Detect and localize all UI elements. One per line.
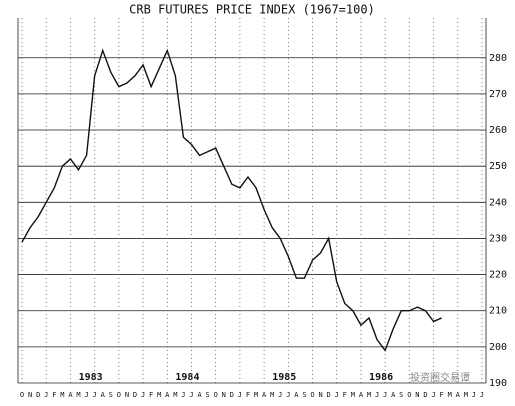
x-tick-label: N xyxy=(222,391,226,399)
x-tick-label: J xyxy=(181,391,185,399)
year-label: 1986 xyxy=(369,372,393,383)
x-tick-label: N xyxy=(125,391,129,399)
x-tick-label: J xyxy=(84,391,88,399)
year-label: 1985 xyxy=(272,372,296,383)
x-tick-label: J xyxy=(141,391,145,399)
y-tick-label: 270 xyxy=(489,89,507,100)
x-tick-label: M xyxy=(76,391,80,399)
x-tick-label: O xyxy=(310,391,314,399)
y-tick-label: 210 xyxy=(489,306,507,317)
x-tick-label: J xyxy=(431,391,435,399)
x-tick-label: S xyxy=(399,391,403,399)
x-tick-label: J xyxy=(480,391,484,399)
x-tick-label: A xyxy=(197,391,202,399)
x-tick-label: A xyxy=(262,391,267,399)
x-tick-label: F xyxy=(52,391,56,399)
x-tick-label: F xyxy=(149,391,153,399)
x-tick-label: J xyxy=(286,391,290,399)
watermark: 投资圈交易谭 xyxy=(410,371,470,384)
x-tick-label: M xyxy=(448,391,452,399)
x-tick-label: M xyxy=(367,391,371,399)
x-tick-label: A xyxy=(101,391,106,399)
x-tick-label: O xyxy=(407,391,411,399)
chart-title: CRB FUTURES PRICE INDEX (1967=100) xyxy=(129,3,375,17)
y-tick-label: 190 xyxy=(489,378,507,389)
x-tick-label: A xyxy=(294,391,299,399)
x-tick-label: O xyxy=(117,391,121,399)
x-tick-label: S xyxy=(109,391,113,399)
x-tick-label: M xyxy=(464,391,468,399)
x-tick-label: J xyxy=(383,391,387,399)
y-tick-label: 230 xyxy=(489,233,507,244)
x-tick-label: O xyxy=(214,391,218,399)
year-label: 1983 xyxy=(79,372,103,383)
x-tick-label: A xyxy=(68,391,73,399)
y-tick-label: 280 xyxy=(489,53,507,64)
x-tick-label: J xyxy=(93,391,97,399)
y-tick-label: 250 xyxy=(489,161,507,172)
x-tick-label: A xyxy=(359,391,364,399)
x-tick-label: J xyxy=(238,391,242,399)
x-tick-label: D xyxy=(36,391,40,399)
x-tick-label: J xyxy=(278,391,282,399)
x-tick-label: M xyxy=(157,391,161,399)
x-tick-label: J xyxy=(44,391,48,399)
x-tick-label: O xyxy=(20,391,24,399)
x-tick-label: A xyxy=(165,391,170,399)
x-tick-label: N xyxy=(318,391,322,399)
x-tick-label: M xyxy=(351,391,355,399)
x-tick-label: D xyxy=(423,391,427,399)
x-tick-label: J xyxy=(375,391,379,399)
x-tick-label: A xyxy=(391,391,396,399)
x-tick-label: M xyxy=(60,391,64,399)
x-tick-label: S xyxy=(302,391,306,399)
price-line xyxy=(21,48,442,352)
x-tick-label: M xyxy=(254,391,258,399)
x-tick-label: N xyxy=(415,391,419,399)
x-tick-label: A xyxy=(456,391,461,399)
x-tick-label: S xyxy=(206,391,210,399)
x-tick-label: M xyxy=(270,391,274,399)
x-tick-label: D xyxy=(230,391,234,399)
x-tick-label: M xyxy=(173,391,177,399)
x-tick-label: D xyxy=(327,391,331,399)
y-tick-label: 260 xyxy=(489,125,507,136)
y-tick-label: 200 xyxy=(489,342,507,353)
x-tick-label: D xyxy=(133,391,137,399)
year-label: 1984 xyxy=(175,372,199,383)
x-tick-label: F xyxy=(343,391,347,399)
x-tick-label: J xyxy=(189,391,193,399)
y-tick-label: 220 xyxy=(489,270,507,281)
x-tick-label: J xyxy=(335,391,339,399)
y-tick-label: 240 xyxy=(489,197,507,208)
x-tick-label: J xyxy=(472,391,476,399)
x-tick-label: N xyxy=(28,391,32,399)
x-tick-label: F xyxy=(246,391,250,399)
x-tick-label: F xyxy=(440,391,444,399)
